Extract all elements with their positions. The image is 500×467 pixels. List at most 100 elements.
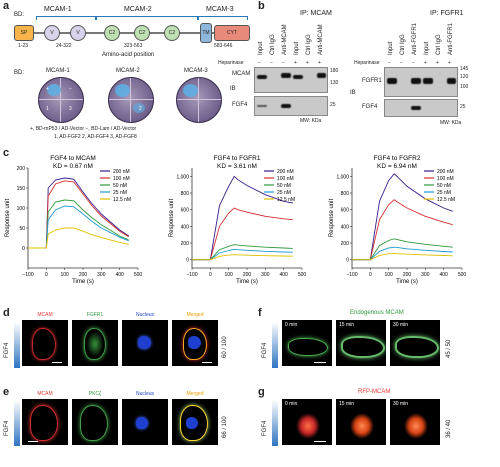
y-tick-label-2-3: 600 bbox=[341, 208, 350, 214]
y-tick-label-1-4: 800 bbox=[181, 191, 190, 197]
x-tick-label-1-3: 200 bbox=[243, 272, 252, 278]
blot-mcam bbox=[254, 67, 328, 93]
series-line-1-3 bbox=[192, 248, 293, 261]
colhdr-l-3: Anti-MCAM bbox=[282, 24, 288, 55]
heparinase-right: Heparinase bbox=[354, 60, 380, 66]
y-tick-label-0-3: 150 bbox=[17, 186, 26, 192]
chart-kd-2: KD = 6.94 nM bbox=[377, 163, 417, 170]
colhdr-r-3: Anti-FGFR1 bbox=[412, 22, 418, 55]
colhdr-r-6: Anti-FGFR1 bbox=[448, 22, 454, 55]
panel-label-f: f bbox=[258, 307, 262, 319]
x-tick-label-0-3: 200 bbox=[79, 272, 88, 278]
x-tick-label-0-0: −100 bbox=[22, 272, 33, 278]
x-tick-label-1-1: 0 bbox=[209, 272, 212, 278]
domain-v1: V bbox=[44, 25, 60, 41]
side-label-f: FGF4 bbox=[262, 342, 268, 358]
x-tick-label-0-5: 400 bbox=[115, 272, 124, 278]
amino-acid-axis-label: Amino-acid position bbox=[102, 52, 155, 58]
legend-label-1-3: 25 nM bbox=[277, 190, 291, 196]
micrograph-g-15min: 15 min bbox=[336, 399, 386, 445]
dish-bd-label: BD: bbox=[14, 70, 25, 76]
range-2: 24-322 bbox=[56, 43, 72, 49]
row-fgf4-right: FGF4 bbox=[362, 104, 378, 110]
x-tick-label-2-0: −100 bbox=[346, 272, 357, 278]
legend-label-1-0: 200 nM bbox=[277, 169, 294, 175]
caption-d-nucleus: Nucleus bbox=[135, 312, 155, 318]
mw-unit-left: MW: KDa bbox=[300, 118, 322, 124]
fgf4-gradient-d bbox=[14, 322, 20, 368]
legend-label-2-4: 12.5 nM bbox=[437, 197, 455, 203]
y-tick-label-2-0: 0 bbox=[346, 258, 349, 264]
x-tick-label-2-6: 500 bbox=[458, 272, 467, 278]
mw-l-25: 25 bbox=[330, 102, 336, 108]
title-g: RFP-MCAM bbox=[358, 389, 391, 395]
x-axis-label-0: Time (s) bbox=[72, 279, 94, 285]
panel-label-c: c bbox=[3, 147, 10, 159]
y-tick-label-1-2: 400 bbox=[181, 224, 190, 230]
x-axis-label-2: Time (s) bbox=[396, 279, 418, 285]
series-line-2-0 bbox=[352, 173, 453, 261]
blot-fgfr1 bbox=[384, 67, 458, 97]
ip-mcam-title: IP: MCAM bbox=[300, 10, 332, 17]
y-axis-label-1: Response unit bbox=[169, 198, 175, 237]
ip-fgfr1-title: IP: FGFR1 bbox=[430, 10, 464, 17]
caption-e-merged: Merged bbox=[186, 391, 204, 397]
x-tick-label-0-4: 300 bbox=[97, 272, 106, 278]
hep-r-1: − bbox=[388, 60, 391, 66]
row-fgf4-left: FGF4 bbox=[232, 102, 248, 108]
legend-label-0-2: 50 nM bbox=[113, 183, 127, 189]
fgf4-gradient-f bbox=[272, 322, 278, 368]
y-tick-label-0-4: 200 bbox=[17, 166, 26, 172]
range-3: 323-563 bbox=[124, 43, 143, 49]
series-line-2-2 bbox=[352, 238, 453, 261]
series-line-1-2 bbox=[192, 244, 293, 261]
panel-label-b: b bbox=[258, 0, 265, 12]
micrograph-e-nucleus bbox=[122, 399, 168, 445]
chart-title-1: FGF4 to FGFR1 bbox=[214, 155, 261, 162]
micrograph-d-fgfr1 bbox=[72, 320, 118, 366]
heparinase-left: Heparinase bbox=[218, 60, 244, 66]
x-axis-label-1: Time (s) bbox=[236, 279, 258, 285]
colhdr-r-5: Ctrl IgG bbox=[436, 34, 442, 55]
x-tick-label-2-5: 400 bbox=[439, 272, 448, 278]
y-axis-label-0: Response unit bbox=[5, 198, 11, 237]
q-2: 2 bbox=[139, 106, 142, 112]
y-axis-label-2: Response unit bbox=[329, 198, 335, 237]
dish-title-2: MCAM-2 bbox=[116, 68, 140, 74]
legend-label-1-2: 50 nM bbox=[277, 183, 291, 189]
caption-e-pkc: PKCζ bbox=[88, 391, 102, 397]
hep-r-6: + bbox=[448, 60, 451, 66]
series-line-2-3 bbox=[352, 246, 453, 261]
x-tick-label-0-1: 0 bbox=[45, 272, 48, 278]
y-tick-label-2-1: 200 bbox=[341, 241, 350, 247]
micrograph-g-0min: 0 min bbox=[282, 399, 332, 445]
series-line-1-4 bbox=[192, 254, 293, 261]
panel-label-a: a bbox=[3, 0, 10, 12]
caption-d-mcam: MCAM bbox=[37, 312, 53, 318]
hep-l-5: + bbox=[306, 60, 309, 66]
domain-tm: TM bbox=[200, 23, 212, 43]
mw-r-25: 25 bbox=[460, 104, 466, 110]
mw-r-100: 100 bbox=[460, 84, 469, 90]
ib-right: IB bbox=[350, 90, 356, 96]
series-line-0-4 bbox=[28, 227, 129, 249]
panel-label-d: d bbox=[3, 307, 10, 319]
hep-l-1: − bbox=[258, 60, 261, 66]
legend-label-0-3: 25 nM bbox=[113, 190, 127, 196]
mw-r-145: 145 bbox=[460, 66, 469, 72]
row-mcam: MCAM bbox=[232, 71, 251, 77]
bracket-mcam2 bbox=[96, 16, 198, 20]
y-tick-label-0-2: 100 bbox=[17, 206, 26, 212]
ib-left: IB bbox=[230, 86, 236, 92]
series-line-1-0 bbox=[192, 175, 293, 261]
caption-e-mcam: MCAM bbox=[37, 391, 53, 397]
legend-label-1-4: 12.5 nM bbox=[277, 197, 295, 203]
x-tick-label-0-6: 500 bbox=[134, 272, 143, 278]
q-1: 1 bbox=[46, 106, 49, 112]
domain-c2-3: C2 bbox=[164, 25, 180, 41]
ratio-d: 60 / 100 bbox=[222, 336, 228, 358]
series-line-2-1 bbox=[352, 199, 453, 261]
bracket-mcam3 bbox=[198, 16, 248, 20]
domain-c2-1: C2 bbox=[104, 25, 120, 41]
x-tick-label-1-5: 400 bbox=[279, 272, 288, 278]
